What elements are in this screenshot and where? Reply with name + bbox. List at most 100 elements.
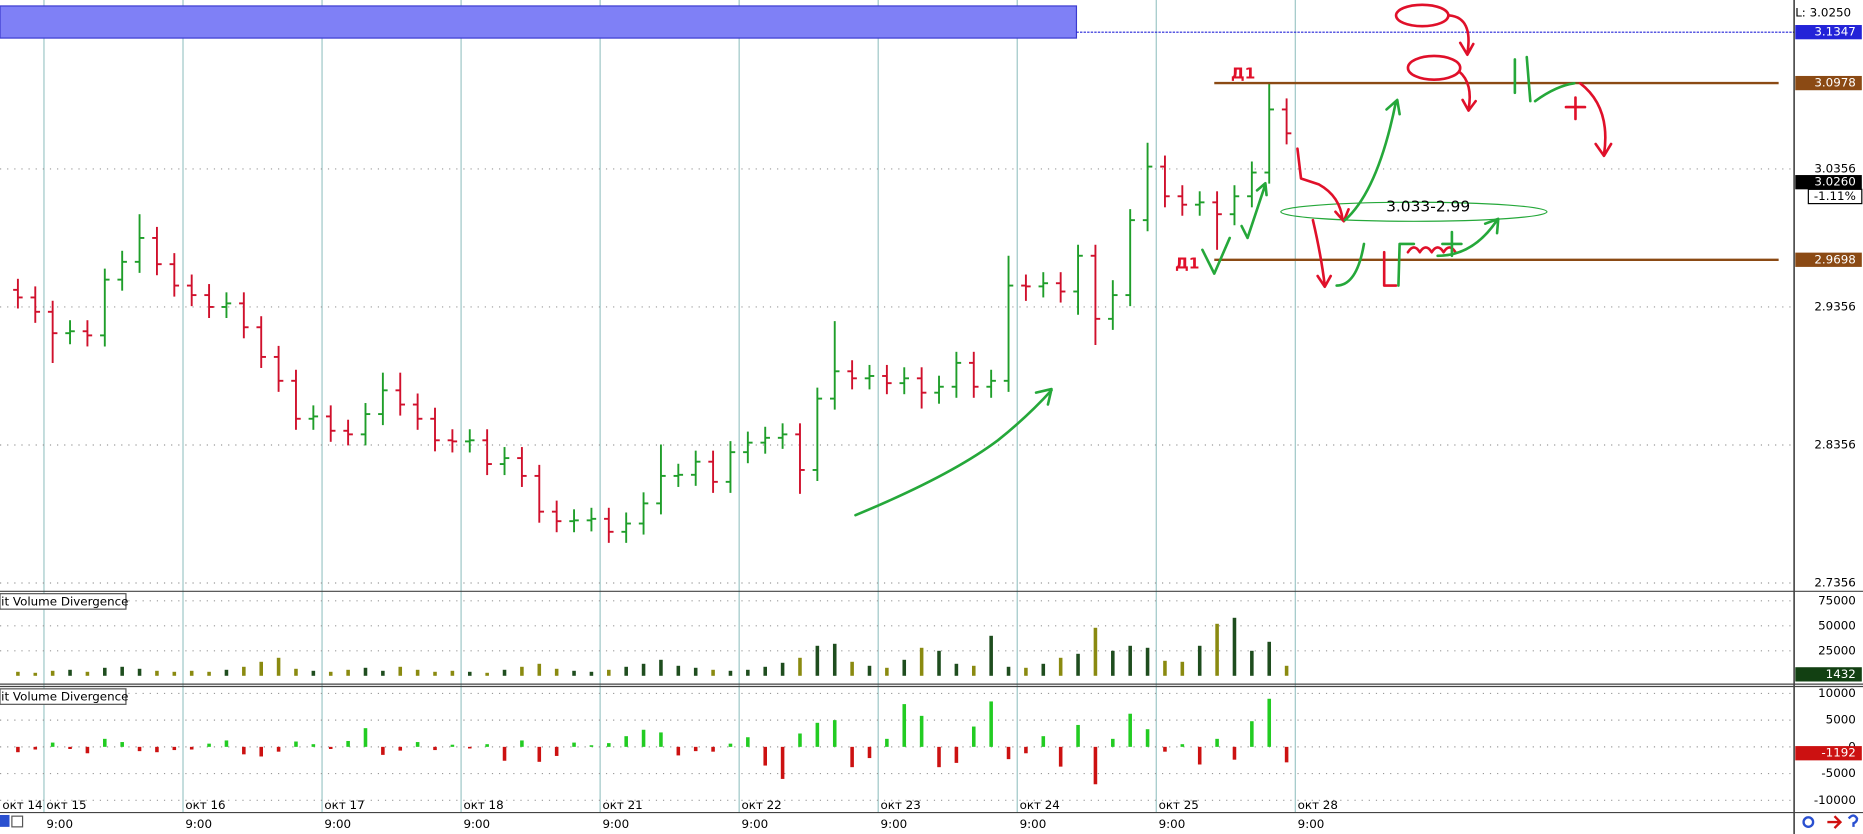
- bar: [971, 665, 976, 676]
- title-box: [0, 593, 127, 610]
- bar: [572, 670, 576, 676]
- bar: [1006, 666, 1011, 676]
- bar: [172, 671, 177, 676]
- bar: [85, 671, 90, 676]
- icon[interactable]: [1827, 815, 1843, 829]
- bar: [937, 650, 941, 676]
- level-tag: [1795, 75, 1862, 91]
- bar: [693, 746, 698, 752]
- x-tick-time: 9:00: [46, 817, 73, 831]
- bar: [1163, 660, 1167, 676]
- x-tick-label: окт 18: [463, 798, 503, 812]
- bar: [120, 742, 124, 747]
- y-tick-label: -5000: [1821, 766, 1855, 780]
- bar: [537, 663, 542, 676]
- bar: [1041, 663, 1046, 676]
- bar: [954, 746, 959, 763]
- panel-title: it Volume Divergence: [1, 690, 128, 704]
- bar: [624, 666, 628, 676]
- x-tick-label: окт 15: [46, 798, 86, 812]
- bar: [1076, 724, 1080, 747]
- x-tick-time: 9:00: [602, 817, 629, 831]
- x-tick-time: 9:00: [1298, 817, 1325, 831]
- y-tick-label: 2.9356: [1814, 299, 1856, 313]
- bar: [103, 738, 107, 747]
- bar: [780, 662, 785, 676]
- bar: [467, 746, 472, 749]
- bar: [885, 667, 889, 676]
- icon[interactable]: [11, 815, 24, 828]
- bar: [1076, 653, 1080, 676]
- y-tick-label: 25000: [1818, 643, 1856, 657]
- x-tick-time: 9:00: [185, 817, 212, 831]
- bar: [607, 669, 611, 676]
- bar: [346, 740, 350, 747]
- panel-title: it Volume Divergence: [1, 594, 128, 608]
- stroke: [1513, 55, 1576, 103]
- bar: [485, 672, 489, 676]
- bar: [485, 744, 489, 747]
- x-tick-time: 9:00: [463, 817, 490, 831]
- bar: [346, 669, 350, 676]
- layer: [13, 31, 1795, 785]
- bar: [1267, 641, 1272, 676]
- bar: [155, 670, 159, 676]
- x-tick-label: окт 28: [1298, 798, 1338, 812]
- icon[interactable]: [0, 814, 10, 827]
- bar: [1058, 746, 1063, 767]
- x-tick-time: 9:00: [742, 817, 769, 831]
- bar: [763, 666, 768, 676]
- bar: [1128, 713, 1132, 747]
- bar: [728, 743, 733, 747]
- change-tag: [1807, 188, 1863, 205]
- x-tick-label: окт 25: [1159, 798, 1199, 812]
- bar: [16, 746, 20, 753]
- bar: [902, 704, 907, 747]
- bar: [641, 663, 646, 676]
- bar: [1145, 729, 1150, 747]
- bar: [120, 666, 124, 676]
- bar: [137, 746, 142, 752]
- bar: [885, 738, 889, 747]
- bar: [919, 647, 924, 676]
- bar: [502, 669, 507, 676]
- bar: [450, 744, 455, 747]
- y-tick-label: 5000: [1826, 713, 1856, 727]
- bar: [68, 669, 72, 676]
- icon[interactable]: [1802, 816, 1815, 829]
- bar: [798, 657, 802, 676]
- annotation: 3.033-2.99: [1386, 198, 1470, 216]
- title-box: [0, 688, 127, 705]
- bar: [537, 746, 542, 762]
- y-tick-label: 50000: [1818, 618, 1856, 632]
- x-tick-time: 9:00: [881, 817, 908, 831]
- y-tick-label: 75000: [1818, 593, 1856, 607]
- change-label: -1.11%: [1814, 189, 1856, 203]
- bar: [433, 671, 437, 676]
- bar: [1215, 623, 1219, 676]
- bar: [16, 671, 20, 676]
- arrow: [854, 387, 1053, 517]
- y-tick-label: -10000: [1814, 793, 1856, 807]
- bar: [1111, 650, 1115, 676]
- icon[interactable]: [1847, 814, 1859, 827]
- bar: [276, 657, 281, 676]
- bar: [1093, 746, 1098, 785]
- bar: [502, 746, 507, 761]
- bar: [693, 667, 698, 676]
- bar: [68, 746, 72, 749]
- bar: [520, 740, 524, 747]
- value-label: -1192: [1821, 746, 1855, 760]
- value-label: 1432: [1826, 667, 1856, 681]
- bar: [937, 746, 941, 768]
- value-tag: [1795, 667, 1862, 682]
- bar: [1145, 647, 1150, 676]
- price-label: 3.0260: [1814, 175, 1856, 189]
- bar: [33, 672, 38, 676]
- bar: [311, 744, 316, 747]
- x-tick-label: окт 17: [324, 798, 364, 812]
- arrow: [1311, 218, 1333, 289]
